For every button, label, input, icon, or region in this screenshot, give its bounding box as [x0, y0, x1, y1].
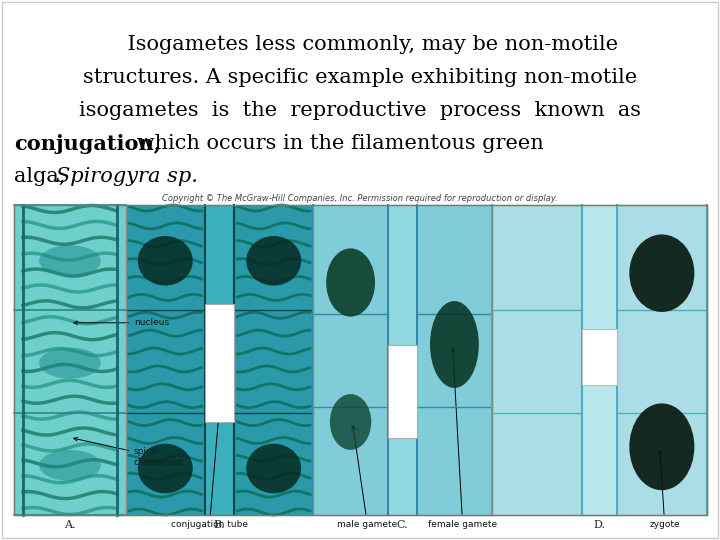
Ellipse shape: [629, 234, 694, 312]
Bar: [417, 205, 492, 515]
Text: B.: B.: [214, 520, 225, 530]
Ellipse shape: [326, 248, 375, 316]
Text: female gamete: female gamete: [428, 348, 498, 529]
Text: alga,: alga,: [14, 167, 72, 186]
Text: A.: A.: [64, 520, 76, 530]
Bar: [235, 205, 313, 515]
Text: isogametes  is  the  reproductive  process  known  as: isogametes is the reproductive process k…: [79, 101, 641, 120]
Bar: [617, 205, 707, 515]
Text: nucleus: nucleus: [74, 318, 169, 327]
Bar: [388, 345, 417, 437]
Text: C.: C.: [397, 520, 408, 530]
Ellipse shape: [138, 236, 193, 286]
Ellipse shape: [246, 236, 301, 286]
Bar: [492, 205, 582, 515]
Bar: [492, 205, 707, 515]
Text: zygote: zygote: [649, 451, 680, 529]
Bar: [313, 205, 492, 515]
Ellipse shape: [246, 444, 301, 494]
Ellipse shape: [430, 301, 479, 388]
Text: conjugation,: conjugation,: [14, 134, 161, 154]
Ellipse shape: [138, 444, 193, 494]
Ellipse shape: [629, 403, 694, 490]
Text: male gamete: male gamete: [337, 426, 397, 529]
Bar: [204, 304, 235, 422]
Bar: [14, 205, 707, 515]
Bar: [126, 205, 313, 515]
Bar: [126, 205, 313, 515]
Text: spiral
chloroplast: spiral chloroplast: [73, 437, 184, 467]
Ellipse shape: [39, 450, 101, 481]
Bar: [582, 329, 617, 385]
Bar: [14, 205, 126, 515]
Text: Isogametes less commonly, may be non-motile: Isogametes less commonly, may be non-mot…: [102, 35, 618, 54]
Text: Copyright © The McGraw-Hill Companies, Inc. Permission required for reproduction: Copyright © The McGraw-Hill Companies, I…: [162, 194, 558, 203]
Text: conjugation tube: conjugation tube: [171, 410, 248, 529]
Text: structures. A specific example exhibiting non-motile: structures. A specific example exhibitin…: [83, 68, 637, 87]
Text: Spirogyra sp.: Spirogyra sp.: [56, 167, 198, 186]
Bar: [14, 205, 126, 515]
Bar: [313, 205, 388, 515]
Text: D.: D.: [593, 520, 606, 530]
Ellipse shape: [330, 394, 372, 450]
Ellipse shape: [39, 348, 101, 379]
Ellipse shape: [39, 245, 101, 276]
Bar: [14, 205, 707, 515]
Bar: [492, 205, 707, 515]
Bar: [126, 205, 204, 515]
Bar: [313, 205, 492, 515]
Text: which occurs in the filamentous green: which occurs in the filamentous green: [130, 134, 544, 153]
